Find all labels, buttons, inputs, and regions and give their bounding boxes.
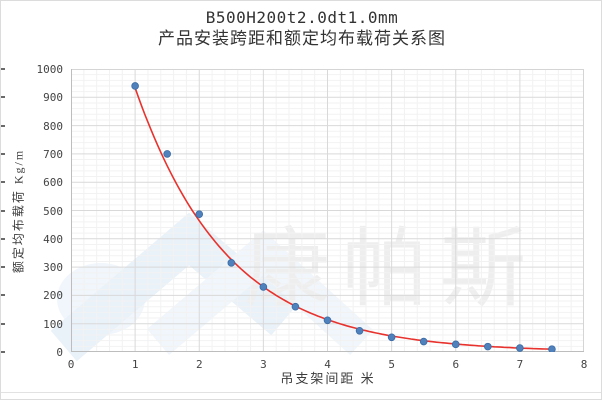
y-tick-label: 600 bbox=[43, 176, 63, 190]
y-tick-label: 200 bbox=[43, 289, 63, 303]
y-tick-label: 900 bbox=[43, 91, 63, 105]
y-tick-label: 100 bbox=[43, 317, 63, 331]
y-tick-label: 500 bbox=[43, 204, 63, 218]
x-tick-label: 7 bbox=[516, 358, 524, 371]
y-tick-label: 1000 bbox=[36, 63, 64, 76]
edge-tick-mark bbox=[1, 322, 5, 325]
data-point bbox=[259, 283, 268, 291]
edge-tick-mark bbox=[1, 181, 5, 184]
data-point bbox=[131, 82, 139, 90]
data-point bbox=[195, 210, 204, 218]
data-point bbox=[451, 340, 460, 349]
x-tick-label: 1 bbox=[131, 358, 139, 371]
x-tick-label: 5 bbox=[388, 358, 395, 371]
chart-title: B500H200t2.0dt1.0mm 产品安装跨距和额定均布载荷关系图 bbox=[1, 8, 601, 50]
edge-tick-mark bbox=[1, 152, 5, 155]
chart-title-line2: 产品安装跨距和额定均布载荷关系图 bbox=[158, 29, 446, 48]
edge-tick-mark bbox=[1, 237, 5, 240]
fit-curve bbox=[134, 87, 552, 350]
data-point bbox=[548, 345, 556, 352]
x-tick-label: 3 bbox=[260, 358, 267, 371]
data-point bbox=[323, 316, 332, 325]
x-tick-label: 8 bbox=[580, 358, 588, 371]
chart-title-line1: B500H200t2.0dt1.0mm bbox=[205, 8, 399, 27]
x-tick-label: 6 bbox=[452, 358, 460, 371]
edge-tick-mark bbox=[1, 68, 5, 70]
plot-area bbox=[71, 69, 584, 352]
edge-tick-mark bbox=[1, 209, 5, 212]
x-axis-title: 吊支架间距 米 bbox=[280, 371, 376, 386]
y-tick-label: 700 bbox=[43, 147, 63, 161]
x-tick-label: 2 bbox=[195, 358, 203, 371]
y-tick-label: 400 bbox=[43, 232, 63, 246]
edge-tick-mark bbox=[1, 351, 5, 353]
data-point bbox=[355, 326, 364, 335]
y-axis-title: 额定均布载荷 Kg/m bbox=[11, 148, 26, 274]
edge-tick-mark bbox=[1, 266, 5, 269]
edge-tick-mark bbox=[1, 294, 5, 297]
edge-tick-mark bbox=[1, 96, 5, 99]
data-point bbox=[516, 344, 524, 352]
data-point bbox=[291, 302, 300, 311]
data-point bbox=[387, 333, 396, 342]
y-tick-label: 800 bbox=[43, 119, 63, 133]
y-tick-label: 0 bbox=[56, 346, 63, 359]
y-tick-label: 300 bbox=[43, 261, 63, 275]
x-tick-label: 4 bbox=[324, 358, 331, 371]
data-point bbox=[419, 337, 428, 346]
data-point bbox=[163, 150, 171, 158]
bottom-divider-line bbox=[1, 392, 601, 393]
data-point bbox=[227, 259, 236, 267]
x-tick-label: 0 bbox=[67, 358, 75, 371]
edge-tick-mark bbox=[1, 124, 5, 127]
data-point bbox=[484, 342, 492, 351]
